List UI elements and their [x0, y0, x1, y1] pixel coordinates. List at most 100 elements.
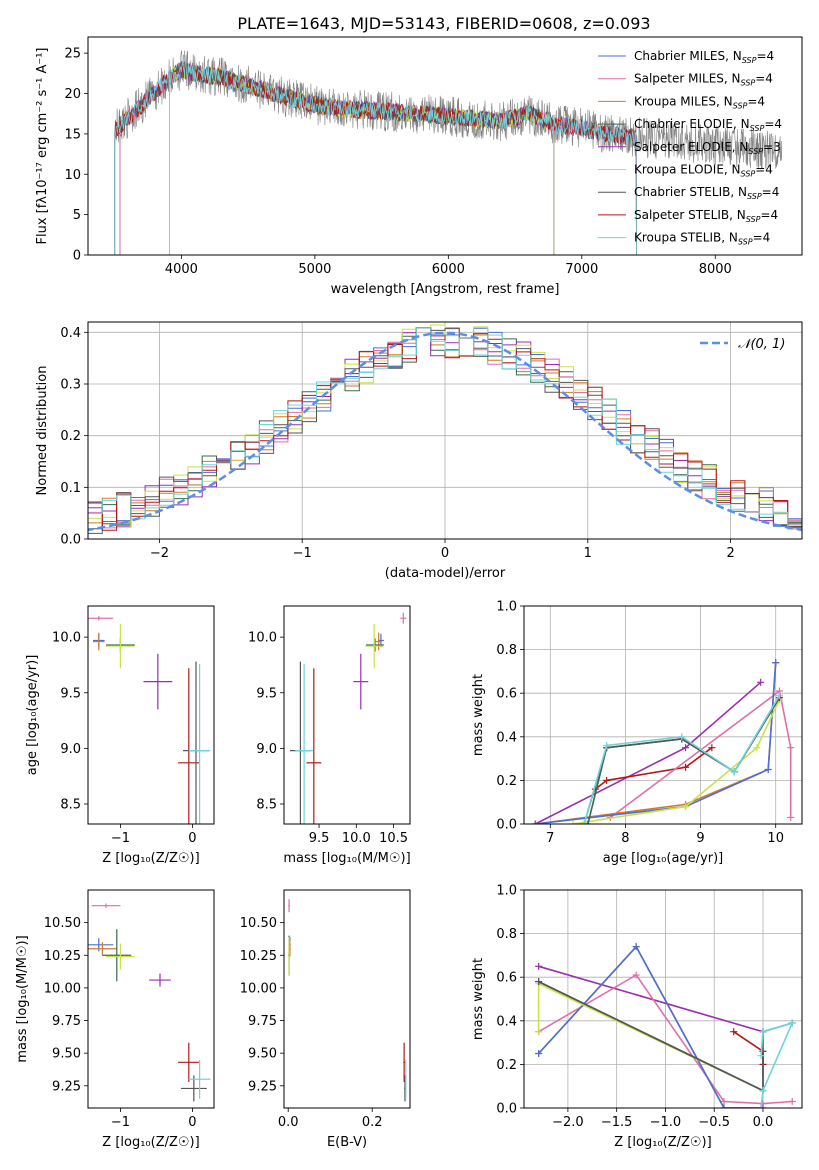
- x-tick-label: 0.0: [278, 1115, 299, 1130]
- mass-weight-line: [538, 965, 764, 1033]
- x-tick-label: 0: [188, 831, 196, 846]
- x-tick-label: 0: [188, 1115, 196, 1130]
- mass-z-panel: −1 0 9.25 9.50 9.75 10.00 10.25 10.50 Z [log₁₀(Z…: [15, 889, 215, 1150]
- residuals-panel: −2 −1 0 1 2 0.0 0.1 0.2 0.3 0.4 (data-model)/error…: [35, 321, 803, 581]
- mass-weight-line: [538, 980, 764, 1092]
- x-axis-label: mass [log₁₀(M/M☉)]: [283, 851, 410, 866]
- x-tick-label: −0.5: [698, 1115, 730, 1130]
- x-tick-label: 8: [621, 831, 629, 846]
- legend-label: Salpeter ELODIE, NSSP=3: [634, 140, 781, 156]
- x-tick-label: −1.0: [650, 1115, 682, 1130]
- axes-frame: [523, 889, 803, 1109]
- y-tick-label: 10.00: [44, 981, 81, 996]
- x-tick-label: 0.0: [753, 1115, 774, 1130]
- age-z-plot-area: [88, 616, 211, 824]
- x-tick-label: −1: [111, 831, 130, 846]
- spectrum-model-line: [114, 62, 637, 255]
- y-tick-label: 9.75: [248, 1014, 277, 1029]
- mass-weight-line: [538, 945, 763, 1108]
- y-axis-label: mass weight: [471, 674, 486, 756]
- legend-label: Chabrier MILES, NSSP=4: [634, 49, 774, 65]
- y-tick-label: 0.1: [60, 481, 81, 496]
- y-tick-label: 9.50: [248, 1047, 277, 1062]
- y-tick-label: 5: [73, 208, 81, 223]
- age-mass-panel: 9.5 10.0 10.5 8.5 9.0 9.5 10.0 mass [log₁₀(M/M☉…: [248, 605, 411, 866]
- y-axis-label: Flux [fλ10⁻¹⁷ erg cm⁻² s⁻¹ A⁻¹]: [35, 48, 50, 245]
- y-tick-label: 0.4: [496, 1014, 517, 1029]
- figure-title: PLATE=1643, MJD=53143, FIBERID=0608, z=0…: [237, 14, 650, 33]
- axes-frame: [87, 36, 803, 256]
- x-tick-label: −1.5: [601, 1115, 633, 1130]
- x-tick-label: 1: [584, 546, 592, 561]
- y-tick-label: 9.5: [60, 686, 81, 701]
- y-tick-label: 10.0: [52, 631, 81, 646]
- x-tick-label: 10.5: [379, 831, 408, 846]
- y-tick-label: 0.0: [496, 1102, 517, 1117]
- x-tick-label: 10.0: [342, 831, 371, 846]
- y-axis-label: age [log₁₀(age/yr)]: [25, 655, 40, 776]
- y-tick-label: 0.2: [496, 774, 517, 789]
- spectrum-panel: 4000 5000 6000 7000 8000 0 5 10 15 20 25 wavelength…: [35, 36, 803, 297]
- mass-weight-line: [733, 1031, 764, 1065]
- x-tick-label: 9: [696, 831, 704, 846]
- mass-ebv-plot-area: [288, 899, 407, 1102]
- legend-label: Kroupa STELIB, NSSP=4: [634, 231, 770, 247]
- y-tick-label: 1.0: [496, 600, 517, 615]
- mass-weight-line: [535, 662, 777, 824]
- massw-age-panel: 7 8 9 10 0.0 0.2 0.4 0.6 0.8 1.0 age [log₁₀(age/yr…: [471, 600, 803, 866]
- x-axis-label: age [log₁₀(age/yr)]: [603, 851, 724, 866]
- mass-weight-line: [535, 662, 777, 824]
- x-tick-label: 8000: [699, 262, 732, 277]
- y-tick-label: 0: [73, 249, 81, 264]
- y-axis-label: mass [log₁₀(M/M☉)]: [15, 935, 30, 1062]
- axes-frame: [87, 321, 803, 540]
- y-tick-label: 9.75: [52, 1014, 81, 1029]
- massw-z-plot-area: [535, 943, 796, 1108]
- x-axis-label: (data-model)/error: [385, 566, 506, 581]
- x-axis-label: wavelength [Angstrom, rest frame]: [331, 282, 560, 297]
- x-tick-label: 7000: [565, 262, 598, 277]
- y-tick-label: 9.50: [52, 1047, 81, 1062]
- legend-label: Chabrier STELIB, NSSP=4: [634, 185, 779, 201]
- y-tick-label: 9.5: [256, 686, 277, 701]
- spectrum-plot-area: [114, 50, 782, 255]
- y-tick-label: 9.0: [60, 742, 81, 757]
- y-tick-label: 25: [64, 47, 81, 62]
- legend-label: Salpeter STELIB, NSSP=4: [634, 208, 778, 224]
- x-tick-label: 2: [726, 546, 734, 561]
- x-tick-label: 7: [546, 831, 554, 846]
- y-tick-label: 8.5: [60, 797, 81, 812]
- y-tick-label: 0.6: [496, 687, 517, 702]
- x-tick-label: −2.0: [552, 1115, 584, 1130]
- x-tick-label: −1: [111, 1115, 130, 1130]
- axes-frame: [283, 889, 411, 1109]
- mass-weight-line: [594, 747, 713, 790]
- y-tick-label: 0.2: [60, 429, 81, 444]
- residuals-plot-area: [88, 324, 802, 537]
- y-axis-label: mass weight: [471, 958, 486, 1040]
- y-tick-label: 10.50: [240, 916, 277, 931]
- axes-frame: [87, 889, 215, 1109]
- mass-z-plot-area: [88, 903, 211, 1102]
- y-tick-label: 0.4: [496, 730, 517, 745]
- age-mass-plot-area: [289, 612, 407, 824]
- y-tick-label: 15: [64, 127, 81, 142]
- x-tick-label: −1: [293, 546, 312, 561]
- y-tick-label: 10: [64, 168, 81, 183]
- spectrum-model-line: [114, 60, 637, 255]
- y-tick-label: 0.6: [496, 971, 517, 986]
- legend-label: Chabrier ELODIE, NSSP=4: [634, 117, 782, 133]
- mass-weight-line: [538, 945, 763, 1108]
- y-tick-label: 0.3: [60, 378, 81, 393]
- y-tick-label: 1.0: [496, 884, 517, 899]
- y-tick-label: 0.2: [496, 1058, 517, 1073]
- axes-frame: [283, 605, 411, 825]
- y-tick-label: 10.00: [240, 981, 277, 996]
- legend-label: Kroupa MILES, NSSP=4: [634, 94, 765, 110]
- legend-label: Kroupa ELODIE, NSSP=4: [634, 163, 773, 179]
- mass-weight-line: [760, 1021, 794, 1108]
- spectrum-legend: Chabrier MILES, NSSP=4 Salpeter MILES, NS…: [598, 49, 782, 247]
- mass-weight-line: [534, 681, 762, 824]
- legend-label: 𝒩(0, 1): [738, 337, 785, 352]
- residual-histogram: [88, 327, 802, 537]
